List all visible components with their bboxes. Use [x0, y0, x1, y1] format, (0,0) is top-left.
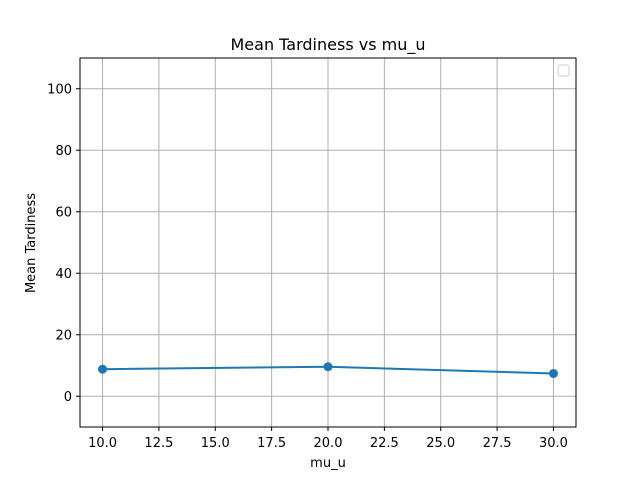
x-tick-label: 17.5 — [257, 436, 286, 451]
y-tick-label: 0 — [64, 390, 72, 405]
chart-title: Mean Tardiness vs mu_u — [230, 35, 425, 55]
ticks: 10.0 12.5 15.0 17.5 20.0 22.5 25.0 27.5 30.0 0 20 4… — [47, 82, 568, 451]
grid — [80, 58, 576, 427]
data-point — [98, 364, 108, 374]
x-tick-label: 25.0 — [426, 436, 455, 451]
x-tick-label: 10.0 — [88, 436, 117, 451]
x-tick-label: 30.0 — [539, 436, 568, 451]
x-tick-label: 15.0 — [201, 436, 230, 451]
y-tick-label: 60 — [55, 205, 72, 220]
y-axis-label: Mean Tardiness — [24, 193, 39, 293]
series-layer — [98, 362, 558, 378]
x-tick-label: 22.5 — [370, 436, 399, 451]
data-point — [323, 362, 333, 372]
x-axis-label: mu_u — [310, 456, 346, 471]
x-tick-label: 12.5 — [144, 436, 173, 451]
y-tick-label: 100 — [47, 82, 72, 97]
x-tick-label: 27.5 — [483, 436, 512, 451]
data-point — [548, 368, 558, 378]
legend-box — [557, 64, 570, 77]
x-tick-label: 20.0 — [314, 436, 343, 451]
y-tick-label: 20 — [55, 328, 72, 343]
y-tick-label: 80 — [55, 144, 72, 159]
y-tick-label: 40 — [55, 267, 72, 282]
